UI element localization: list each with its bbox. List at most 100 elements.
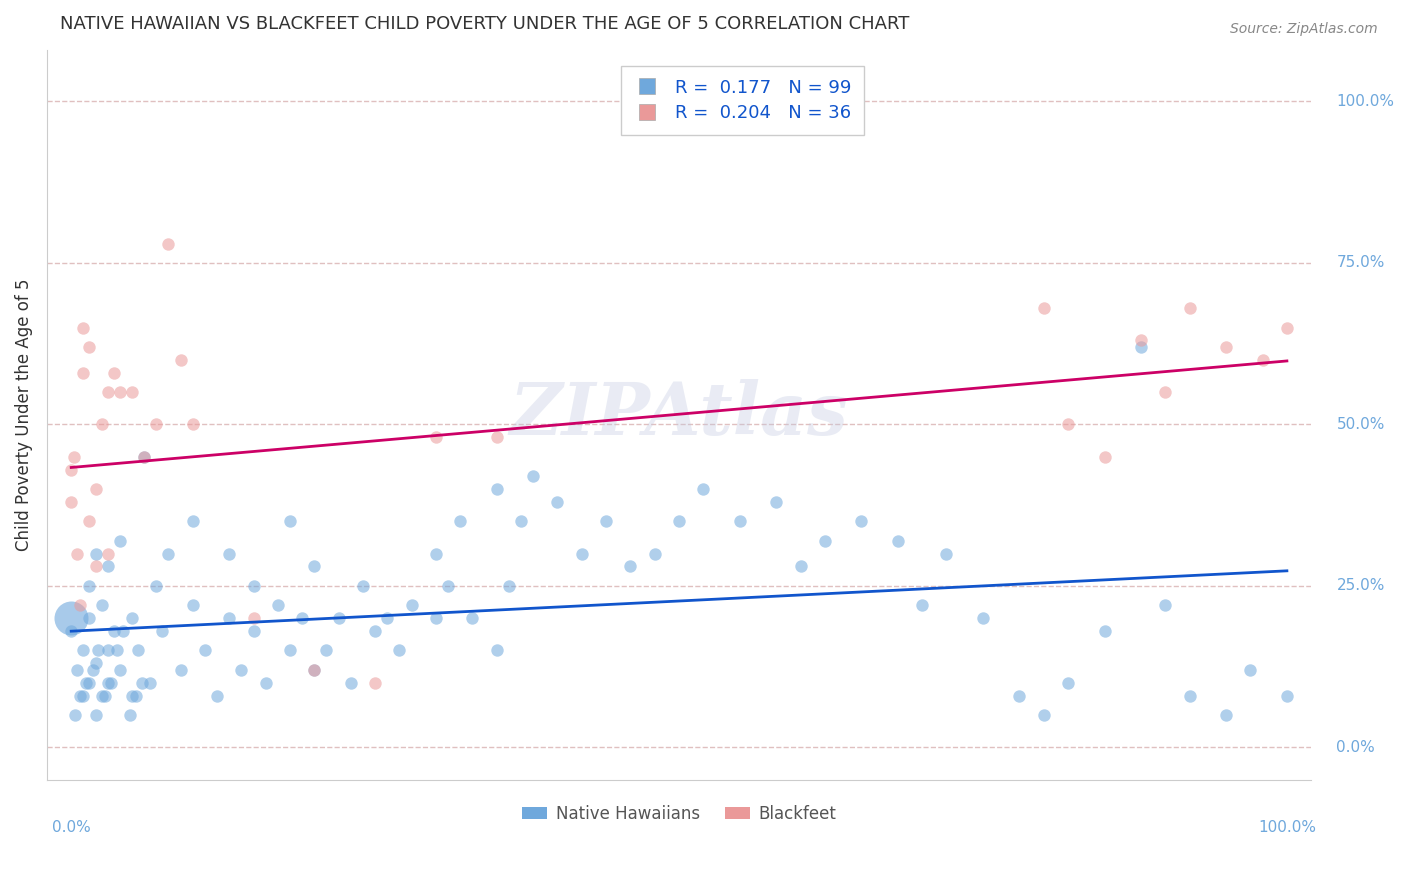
Point bbox=[851, 514, 873, 528]
Point bbox=[242, 624, 264, 638]
Point bbox=[150, 624, 173, 638]
Point bbox=[105, 643, 128, 657]
Point bbox=[1154, 599, 1177, 613]
Point bbox=[498, 579, 520, 593]
Point bbox=[97, 675, 120, 690]
Point bbox=[103, 624, 125, 638]
Point bbox=[121, 611, 143, 625]
Point bbox=[60, 611, 83, 625]
Point bbox=[972, 611, 994, 625]
Point bbox=[352, 579, 374, 593]
Point bbox=[127, 643, 149, 657]
Point bbox=[765, 495, 787, 509]
Point bbox=[84, 547, 107, 561]
Point bbox=[364, 624, 387, 638]
Point bbox=[72, 643, 94, 657]
Text: 75.0%: 75.0% bbox=[1337, 255, 1385, 270]
Point bbox=[692, 482, 714, 496]
Point bbox=[60, 495, 83, 509]
Text: NATIVE HAWAIIAN VS BLACKFEET CHILD POVERTY UNDER THE AGE OF 5 CORRELATION CHART: NATIVE HAWAIIAN VS BLACKFEET CHILD POVER… bbox=[59, 15, 908, 33]
Point bbox=[100, 675, 122, 690]
Y-axis label: Child Poverty Under the Age of 5: Child Poverty Under the Age of 5 bbox=[15, 278, 32, 551]
Point bbox=[72, 320, 94, 334]
Point bbox=[304, 559, 326, 574]
Point bbox=[84, 482, 107, 496]
Point bbox=[328, 611, 350, 625]
Point bbox=[134, 450, 156, 464]
Point bbox=[79, 675, 101, 690]
Point bbox=[571, 547, 593, 561]
Point bbox=[425, 547, 447, 561]
Point bbox=[205, 689, 228, 703]
Text: 100.0%: 100.0% bbox=[1337, 94, 1395, 109]
Point bbox=[84, 708, 107, 723]
Point bbox=[79, 514, 101, 528]
Point bbox=[1094, 450, 1116, 464]
Text: 50.0%: 50.0% bbox=[1337, 417, 1385, 432]
Point bbox=[218, 611, 240, 625]
Point bbox=[1215, 340, 1237, 354]
Text: 100.0%: 100.0% bbox=[1258, 820, 1316, 835]
Text: ZIPAtlas: ZIPAtlas bbox=[509, 379, 848, 450]
Point bbox=[121, 689, 143, 703]
Point bbox=[82, 663, 104, 677]
Point bbox=[79, 579, 101, 593]
Point bbox=[231, 663, 253, 677]
Point bbox=[1057, 675, 1080, 690]
Point bbox=[87, 643, 110, 657]
Point bbox=[935, 547, 957, 561]
Point bbox=[437, 579, 460, 593]
Point bbox=[72, 689, 94, 703]
Point bbox=[60, 462, 83, 476]
Point bbox=[124, 689, 146, 703]
Point bbox=[1130, 334, 1153, 348]
Point bbox=[485, 430, 508, 444]
Point bbox=[461, 611, 484, 625]
Point bbox=[108, 663, 131, 677]
Point bbox=[62, 450, 84, 464]
Point bbox=[145, 417, 167, 432]
Point bbox=[218, 547, 240, 561]
Point bbox=[1154, 385, 1177, 400]
Point bbox=[340, 675, 363, 690]
Point bbox=[291, 611, 314, 625]
Point bbox=[1094, 624, 1116, 638]
Point bbox=[1275, 320, 1298, 334]
Point bbox=[668, 514, 690, 528]
Point bbox=[157, 547, 180, 561]
Point bbox=[887, 533, 910, 548]
Point bbox=[97, 643, 120, 657]
Point bbox=[139, 675, 162, 690]
Point bbox=[522, 469, 544, 483]
Point bbox=[63, 708, 86, 723]
Point bbox=[181, 514, 204, 528]
Point bbox=[112, 624, 135, 638]
Point bbox=[375, 611, 398, 625]
Point bbox=[97, 547, 120, 561]
Point bbox=[157, 236, 180, 251]
Point bbox=[69, 599, 91, 613]
Point bbox=[69, 689, 91, 703]
Point bbox=[84, 559, 107, 574]
Point bbox=[134, 450, 156, 464]
Point bbox=[97, 385, 120, 400]
Point bbox=[103, 366, 125, 380]
Point bbox=[60, 624, 83, 638]
Point bbox=[278, 514, 301, 528]
Point bbox=[546, 495, 568, 509]
Point bbox=[254, 675, 277, 690]
Point bbox=[449, 514, 471, 528]
Point bbox=[278, 643, 301, 657]
Point bbox=[242, 611, 264, 625]
Point bbox=[315, 643, 337, 657]
Point bbox=[97, 559, 120, 574]
Point bbox=[1178, 689, 1201, 703]
Point bbox=[181, 417, 204, 432]
Point bbox=[1057, 417, 1080, 432]
Point bbox=[1032, 708, 1054, 723]
Point bbox=[242, 579, 264, 593]
Point bbox=[1032, 301, 1054, 315]
Point bbox=[66, 547, 89, 561]
Point bbox=[814, 533, 837, 548]
Point bbox=[425, 430, 447, 444]
